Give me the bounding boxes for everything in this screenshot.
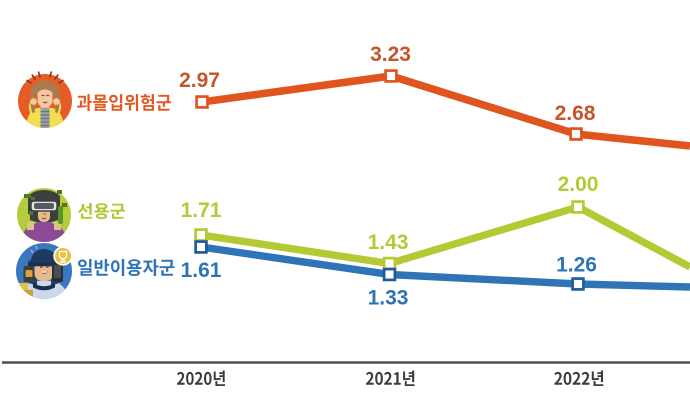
svg-text:1.26: 1.26 bbox=[556, 254, 597, 277]
svg-text:1.61: 1.61 bbox=[181, 259, 222, 282]
svg-text:1.33: 1.33 bbox=[368, 287, 409, 310]
svg-text:1.43: 1.43 bbox=[368, 231, 409, 254]
svg-text:2.68: 2.68 bbox=[555, 102, 596, 125]
svg-text:2.00: 2.00 bbox=[558, 173, 599, 196]
svg-text:2.97: 2.97 bbox=[179, 69, 220, 92]
svg-text:3.23: 3.23 bbox=[370, 43, 411, 66]
svg-text:1.71: 1.71 bbox=[181, 199, 222, 222]
